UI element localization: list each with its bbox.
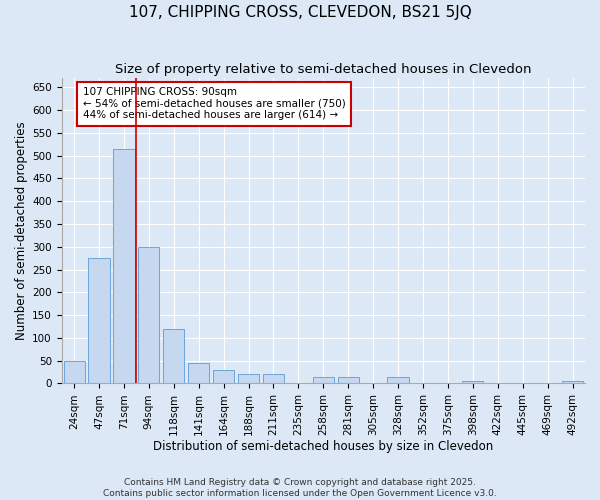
Text: Contains HM Land Registry data © Crown copyright and database right 2025.
Contai: Contains HM Land Registry data © Crown c…	[103, 478, 497, 498]
Bar	[88, 258, 110, 384]
Text: 107 CHIPPING CROSS: 90sqm
← 54% of semi-detached houses are smaller (750)
44% of: 107 CHIPPING CROSS: 90sqm ← 54% of semi-…	[83, 87, 346, 120]
Bar	[113, 148, 134, 384]
Bar	[238, 374, 259, 384]
X-axis label: Distribution of semi-detached houses by size in Clevedon: Distribution of semi-detached houses by …	[153, 440, 493, 452]
Bar	[388, 376, 409, 384]
Bar	[338, 376, 359, 384]
Bar	[188, 363, 209, 384]
Bar	[562, 381, 583, 384]
Bar	[462, 381, 484, 384]
Bar	[138, 246, 160, 384]
Bar	[263, 374, 284, 384]
Title: Size of property relative to semi-detached houses in Clevedon: Size of property relative to semi-detach…	[115, 62, 532, 76]
Bar	[213, 370, 234, 384]
Bar	[163, 329, 184, 384]
Text: 107, CHIPPING CROSS, CLEVEDON, BS21 5JQ: 107, CHIPPING CROSS, CLEVEDON, BS21 5JQ	[128, 5, 472, 20]
Bar	[64, 360, 85, 384]
Bar	[313, 376, 334, 384]
Y-axis label: Number of semi-detached properties: Number of semi-detached properties	[15, 122, 28, 340]
